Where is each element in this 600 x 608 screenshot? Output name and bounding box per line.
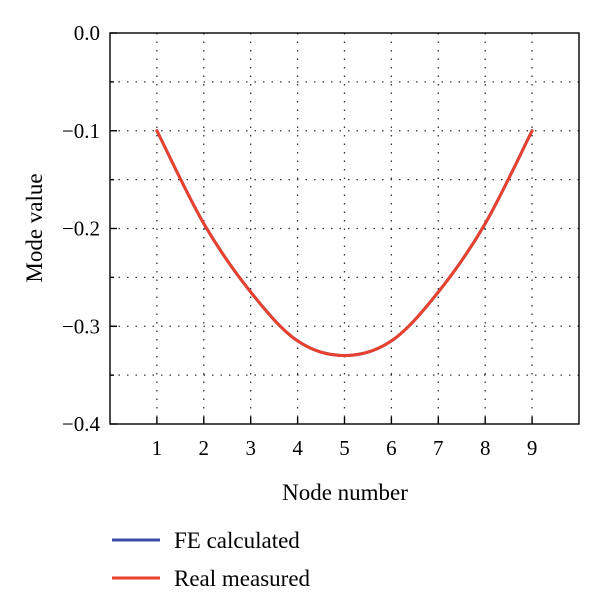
x-axis-label: Node number [282, 480, 408, 505]
series-line-fe-calculated [155, 129, 534, 358]
y-tick-labels: 0.0 −0.1 −0.2 −0.3 −0.4 [62, 21, 101, 436]
series-lines [155, 129, 534, 358]
x-tick-label: 2 [199, 436, 210, 460]
x-tick-labels: 1 2 3 4 5 6 7 8 9 [152, 436, 538, 460]
series-line-real-measured [155, 129, 534, 358]
legend: FE calculated Real measured [112, 528, 311, 591]
x-tick-label: 6 [386, 436, 397, 460]
y-tick-label: −0.2 [62, 217, 100, 241]
y-axis-label: Mode value [22, 173, 47, 282]
legend-label: Real measured [174, 566, 311, 591]
x-tick-label: 3 [245, 436, 256, 460]
y-tick-label: −0.4 [62, 412, 101, 436]
x-tick-label: 9 [527, 436, 538, 460]
x-tick-label: 4 [292, 436, 303, 460]
y-tick-label: −0.1 [62, 119, 100, 143]
x-tick-label: 5 [339, 436, 350, 460]
y-tick-label: 0.0 [74, 21, 100, 45]
axis-ticks [110, 32, 533, 425]
x-tick-label: 7 [433, 436, 444, 460]
grid [110, 33, 579, 424]
x-tick-label: 1 [152, 436, 163, 460]
legend-label: FE calculated [174, 528, 300, 553]
y-tick-label: −0.3 [62, 314, 100, 338]
x-tick-label: 8 [480, 436, 491, 460]
